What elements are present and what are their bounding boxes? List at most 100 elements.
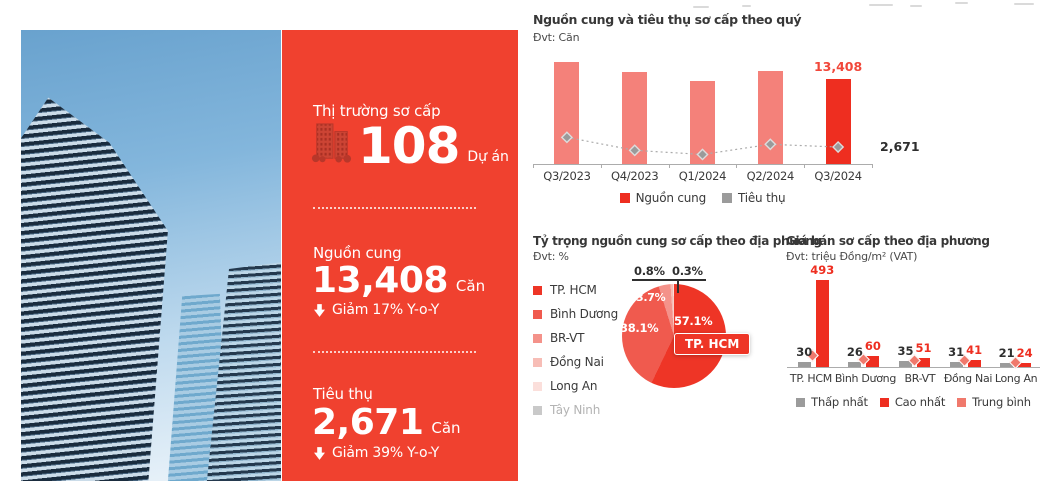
share-chart-title: Tỷ trọng nguồn cung sơ cấp theo địa phươ…: [533, 234, 822, 248]
lowest-price-bar: [1000, 363, 1014, 367]
legend-swatch: [619, 193, 630, 203]
price-chart-unit: Đvt: triệu Đồng/m² (VAT): [786, 250, 918, 263]
axis-tick: [804, 164, 806, 168]
pie-percent-label: 57.1%: [674, 314, 713, 328]
lowest-price-bar: [797, 361, 811, 367]
axis-tick: [533, 164, 534, 168]
legend-swatch: [533, 285, 542, 295]
legend-item: Nguồn cung: [619, 191, 706, 205]
quarterly-chart-categories: Q3/2023 Q4/2023 Q1/2024 Q2/2024 Q3/2024: [533, 169, 872, 183]
absorption-change: Giảm 39% Y-o-Y: [314, 445, 439, 461]
absorption-change-text: Giảm 39% Y-o-Y: [332, 445, 440, 461]
projects-kpi: 108 Dự án: [358, 121, 509, 171]
divider: [313, 351, 476, 353]
legend-swatch: [879, 397, 889, 407]
highest-price-bar: [866, 356, 880, 367]
supply-unit: Căn: [455, 277, 486, 295]
absorption-kpi: 2,671 Căn: [312, 405, 461, 441]
share-pie: TP. HCM 57.1% 38.1% 3.7% 0.8% 0.3%: [620, 264, 751, 388]
absorption-label: Tiêu thụ: [313, 385, 373, 403]
cropped-text-artifact: [869, 4, 893, 6]
callout-line: [632, 279, 706, 281]
callout-line: [677, 279, 679, 293]
legend-item: Tiêu thụ: [721, 191, 786, 205]
market-label: Thị trường sơ cấp: [313, 102, 441, 120]
legend-swatch: [533, 405, 542, 415]
highest-price-label: 60: [864, 339, 881, 354]
supply-change-text: Giảm 17% Y-o-Y: [332, 302, 440, 318]
pie-legend-item: Bình Dương: [533, 307, 618, 321]
cropped-text-artifact: [693, 6, 709, 8]
pie-percent-label: 3.7%: [636, 291, 666, 304]
highest-price-label: 493: [810, 263, 835, 278]
quarterly-chart-title: Nguồn cung và tiêu thụ sơ cấp theo quý: [533, 12, 802, 27]
category-label: Q4/2023: [610, 169, 659, 183]
pie-legend-item: Tây Ninh: [533, 403, 618, 417]
highest-price-label: 41: [966, 342, 983, 357]
supply-value: 13,408: [312, 260, 448, 301]
legend-swatch: [533, 357, 542, 367]
cropped-text-artifact: [955, 2, 968, 4]
legend-label: BR-VT: [550, 331, 585, 345]
category-label: Q2/2024: [746, 169, 795, 183]
legend-swatch: [533, 381, 542, 391]
lowest-price-bar: [899, 360, 912, 367]
buildings-icon: [311, 122, 353, 168]
highest-price-label: 24: [1016, 345, 1033, 360]
price-chart-legend: Thấp nhất Cao nhất Trung bình: [787, 395, 1040, 409]
skyscrapers-photo: [21, 30, 281, 481]
absorption-value-label: 2,671: [880, 139, 920, 155]
share-chart-legend: TP. HCM Bình Dương BR-VT Đồng Nai Long An Tây…: [533, 283, 618, 417]
lowest-price-label: 31: [948, 344, 965, 359]
category-label: Q1/2024: [678, 169, 727, 183]
pie-legend-item: Long An: [533, 379, 618, 393]
divider: [313, 207, 476, 209]
axis-tick: [668, 164, 670, 168]
category-label: Q3/2023: [543, 169, 591, 183]
pie-legend-item: BR-VT: [533, 331, 618, 345]
axis-tick: [872, 164, 873, 168]
highest-price-label: 51: [915, 341, 932, 356]
category-label: BR-VT: [904, 372, 936, 385]
quarterly-chart-legend: Nguồn cung Tiêu thụ: [533, 191, 872, 205]
price-chart-categories: TP. HCM Bình Dương BR-VT Đồng Nai Long An: [787, 372, 1040, 385]
lowest-price-bar: [848, 362, 862, 367]
legend-label: Bình Dương: [550, 307, 619, 321]
down-arrow-icon: [314, 303, 325, 317]
axis-tick: [600, 164, 602, 168]
category-label: Đồng Nai: [943, 372, 993, 385]
legend-swatch: [721, 193, 732, 203]
highest-price-bar: [815, 280, 829, 367]
legend-label: TP. HCM: [550, 283, 597, 297]
category-label: Long An: [994, 372, 1038, 385]
supply-kpi: 13,408 Căn: [312, 263, 485, 299]
supply-value-label: 13,408: [813, 58, 863, 74]
pie-legend-item: TP. HCM: [533, 283, 618, 297]
legend-label: Thấp nhất: [811, 395, 868, 409]
legend-swatch: [533, 333, 542, 343]
share-chart-unit: Đvt: %: [533, 250, 569, 263]
lowest-price-label: 30: [796, 344, 813, 359]
projects-value: 108: [358, 117, 460, 175]
highest-price-bar: [917, 358, 930, 367]
pie-percent-label: 0.8%: [634, 264, 665, 278]
projects-unit: Dự án: [467, 149, 509, 165]
absorption-line: [560, 131, 845, 161]
lowest-price-label: 21: [998, 346, 1015, 361]
supply-bar: [554, 62, 580, 164]
pie-legend-item: Đồng Nai: [533, 355, 618, 369]
cropped-text-artifact: [910, 5, 922, 7]
category-label: TP. HCM: [789, 372, 832, 385]
supply-label: Nguồn cung: [313, 244, 402, 262]
legend-label: Cao nhất: [894, 395, 946, 409]
category-label: Q3/2024: [814, 169, 862, 183]
supply-change: Giảm 17% Y-o-Y: [314, 302, 439, 318]
legend-item: Trung bình: [957, 395, 1031, 409]
down-arrow-icon: [314, 446, 325, 460]
legend-swatch: [957, 397, 967, 407]
legend-item: Cao nhất: [879, 395, 946, 409]
pie-callout-label: TP. HCM: [674, 333, 751, 355]
category-label: Bình Dương: [834, 372, 896, 385]
legend-label: Tây Ninh: [550, 403, 601, 417]
